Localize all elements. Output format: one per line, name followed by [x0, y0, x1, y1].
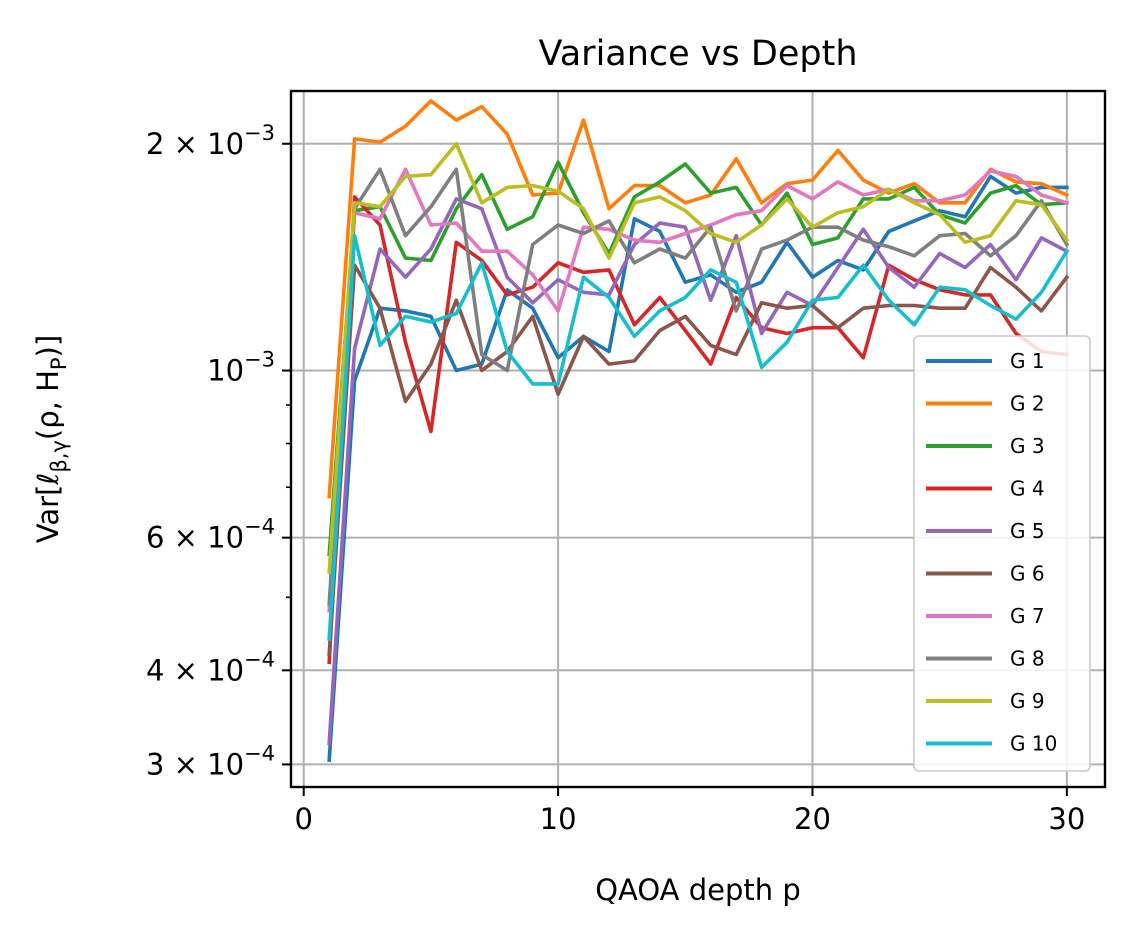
legend-label: G 1: [1010, 349, 1045, 373]
series-line-g2: [327, 99, 1070, 499]
x-tick-label: 30: [1048, 802, 1085, 836]
x-tick-label: 10: [540, 802, 577, 836]
y-tick-label: 2 × 10−3: [146, 121, 275, 161]
series-line-g3: [327, 160, 1069, 557]
legend-label: G 7: [1010, 604, 1045, 628]
y-tick-label: 3 × 10−4: [146, 741, 275, 781]
legend-label: G 8: [1010, 647, 1045, 671]
y-tick-label: 10−3: [207, 348, 275, 388]
y-axis-title: Var[ℓβ,γ(ρ, HP)]: [31, 335, 71, 543]
plot-frame: [289, 89, 1107, 789]
series-line-g8: [327, 167, 1070, 606]
series-line-g7: [327, 167, 1070, 613]
x-axis-title: QAOA depth p: [595, 873, 801, 907]
x-tick-label: 0: [294, 802, 312, 836]
chart-title: Variance vs Depth: [539, 34, 858, 74]
series-line-g4: [327, 195, 1069, 665]
series-line-g10: [327, 233, 1070, 642]
legend-box: [913, 335, 1091, 772]
legend-label: G 10: [1010, 732, 1057, 756]
legend: G 1 G 2 G 3 G 4 G 5 G 6 G 7 G 8 G 9 G 10: [913, 335, 1091, 772]
legend-label: G 5: [1010, 519, 1045, 543]
y-tick-label: 6 × 10−4: [146, 515, 275, 555]
series-line-g5: [327, 197, 1070, 746]
series-line-g9: [327, 142, 1070, 575]
axis-ticks: 0 10 20 30 3 × 10−4 4 × 10−4 6 × 10−4 10−3 2 × 1…: [146, 121, 1085, 836]
y-tick-label: 4 × 10−4: [146, 647, 275, 687]
legend-label: G 9: [1010, 689, 1045, 713]
x-tick-label: 20: [794, 802, 831, 836]
legend-label: G 3: [1010, 434, 1045, 458]
legend-label: G 4: [1010, 477, 1045, 501]
series-line-g1: [327, 174, 1069, 763]
legend-label: G 6: [1010, 562, 1045, 586]
series-line-g6: [327, 263, 1070, 657]
series-lines: [327, 99, 1070, 763]
legend-label: G 2: [1010, 392, 1045, 416]
